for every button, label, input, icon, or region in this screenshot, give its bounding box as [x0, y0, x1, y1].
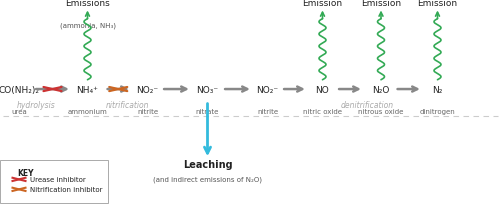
Text: N₂: N₂: [432, 85, 442, 94]
Text: nitrite: nitrite: [257, 108, 278, 114]
Text: CO(NH₂)₂: CO(NH₂)₂: [0, 85, 40, 94]
Text: hydrolysis: hydrolysis: [17, 100, 56, 109]
Text: N₂O: N₂O: [372, 85, 390, 94]
Text: Emission: Emission: [361, 0, 401, 8]
Text: Leaching: Leaching: [182, 160, 232, 170]
Text: (ammonia, NH₃): (ammonia, NH₃): [60, 23, 116, 29]
Text: Emissions: Emissions: [65, 0, 110, 8]
Text: NO₂⁻: NO₂⁻: [256, 85, 278, 94]
Text: nitrous oxide: nitrous oxide: [358, 108, 404, 114]
Text: (and indirect emissions of N₂O): (and indirect emissions of N₂O): [153, 176, 262, 183]
Text: nitrate: nitrate: [196, 108, 219, 114]
Text: NO: NO: [316, 85, 330, 94]
Text: Nitrification inhibitor: Nitrification inhibitor: [30, 186, 102, 192]
Text: ammonium: ammonium: [68, 108, 108, 114]
Text: nitrification: nitrification: [106, 100, 149, 109]
Text: KEY: KEY: [18, 168, 34, 177]
Text: Emission: Emission: [418, 0, 458, 8]
Text: nitric oxide: nitric oxide: [303, 108, 342, 114]
Text: NO₃⁻: NO₃⁻: [196, 85, 218, 94]
Text: Emission: Emission: [302, 0, 343, 8]
FancyBboxPatch shape: [0, 161, 108, 203]
Text: nitrite: nitrite: [137, 108, 158, 114]
Text: NH₄⁺: NH₄⁺: [76, 85, 98, 94]
Text: urea: urea: [11, 108, 27, 114]
Text: dinitrogen: dinitrogen: [420, 108, 456, 114]
Text: Urease inhibitor: Urease inhibitor: [30, 177, 86, 183]
Text: NO₂⁻: NO₂⁻: [136, 85, 158, 94]
Text: denitrification: denitrification: [341, 100, 394, 109]
